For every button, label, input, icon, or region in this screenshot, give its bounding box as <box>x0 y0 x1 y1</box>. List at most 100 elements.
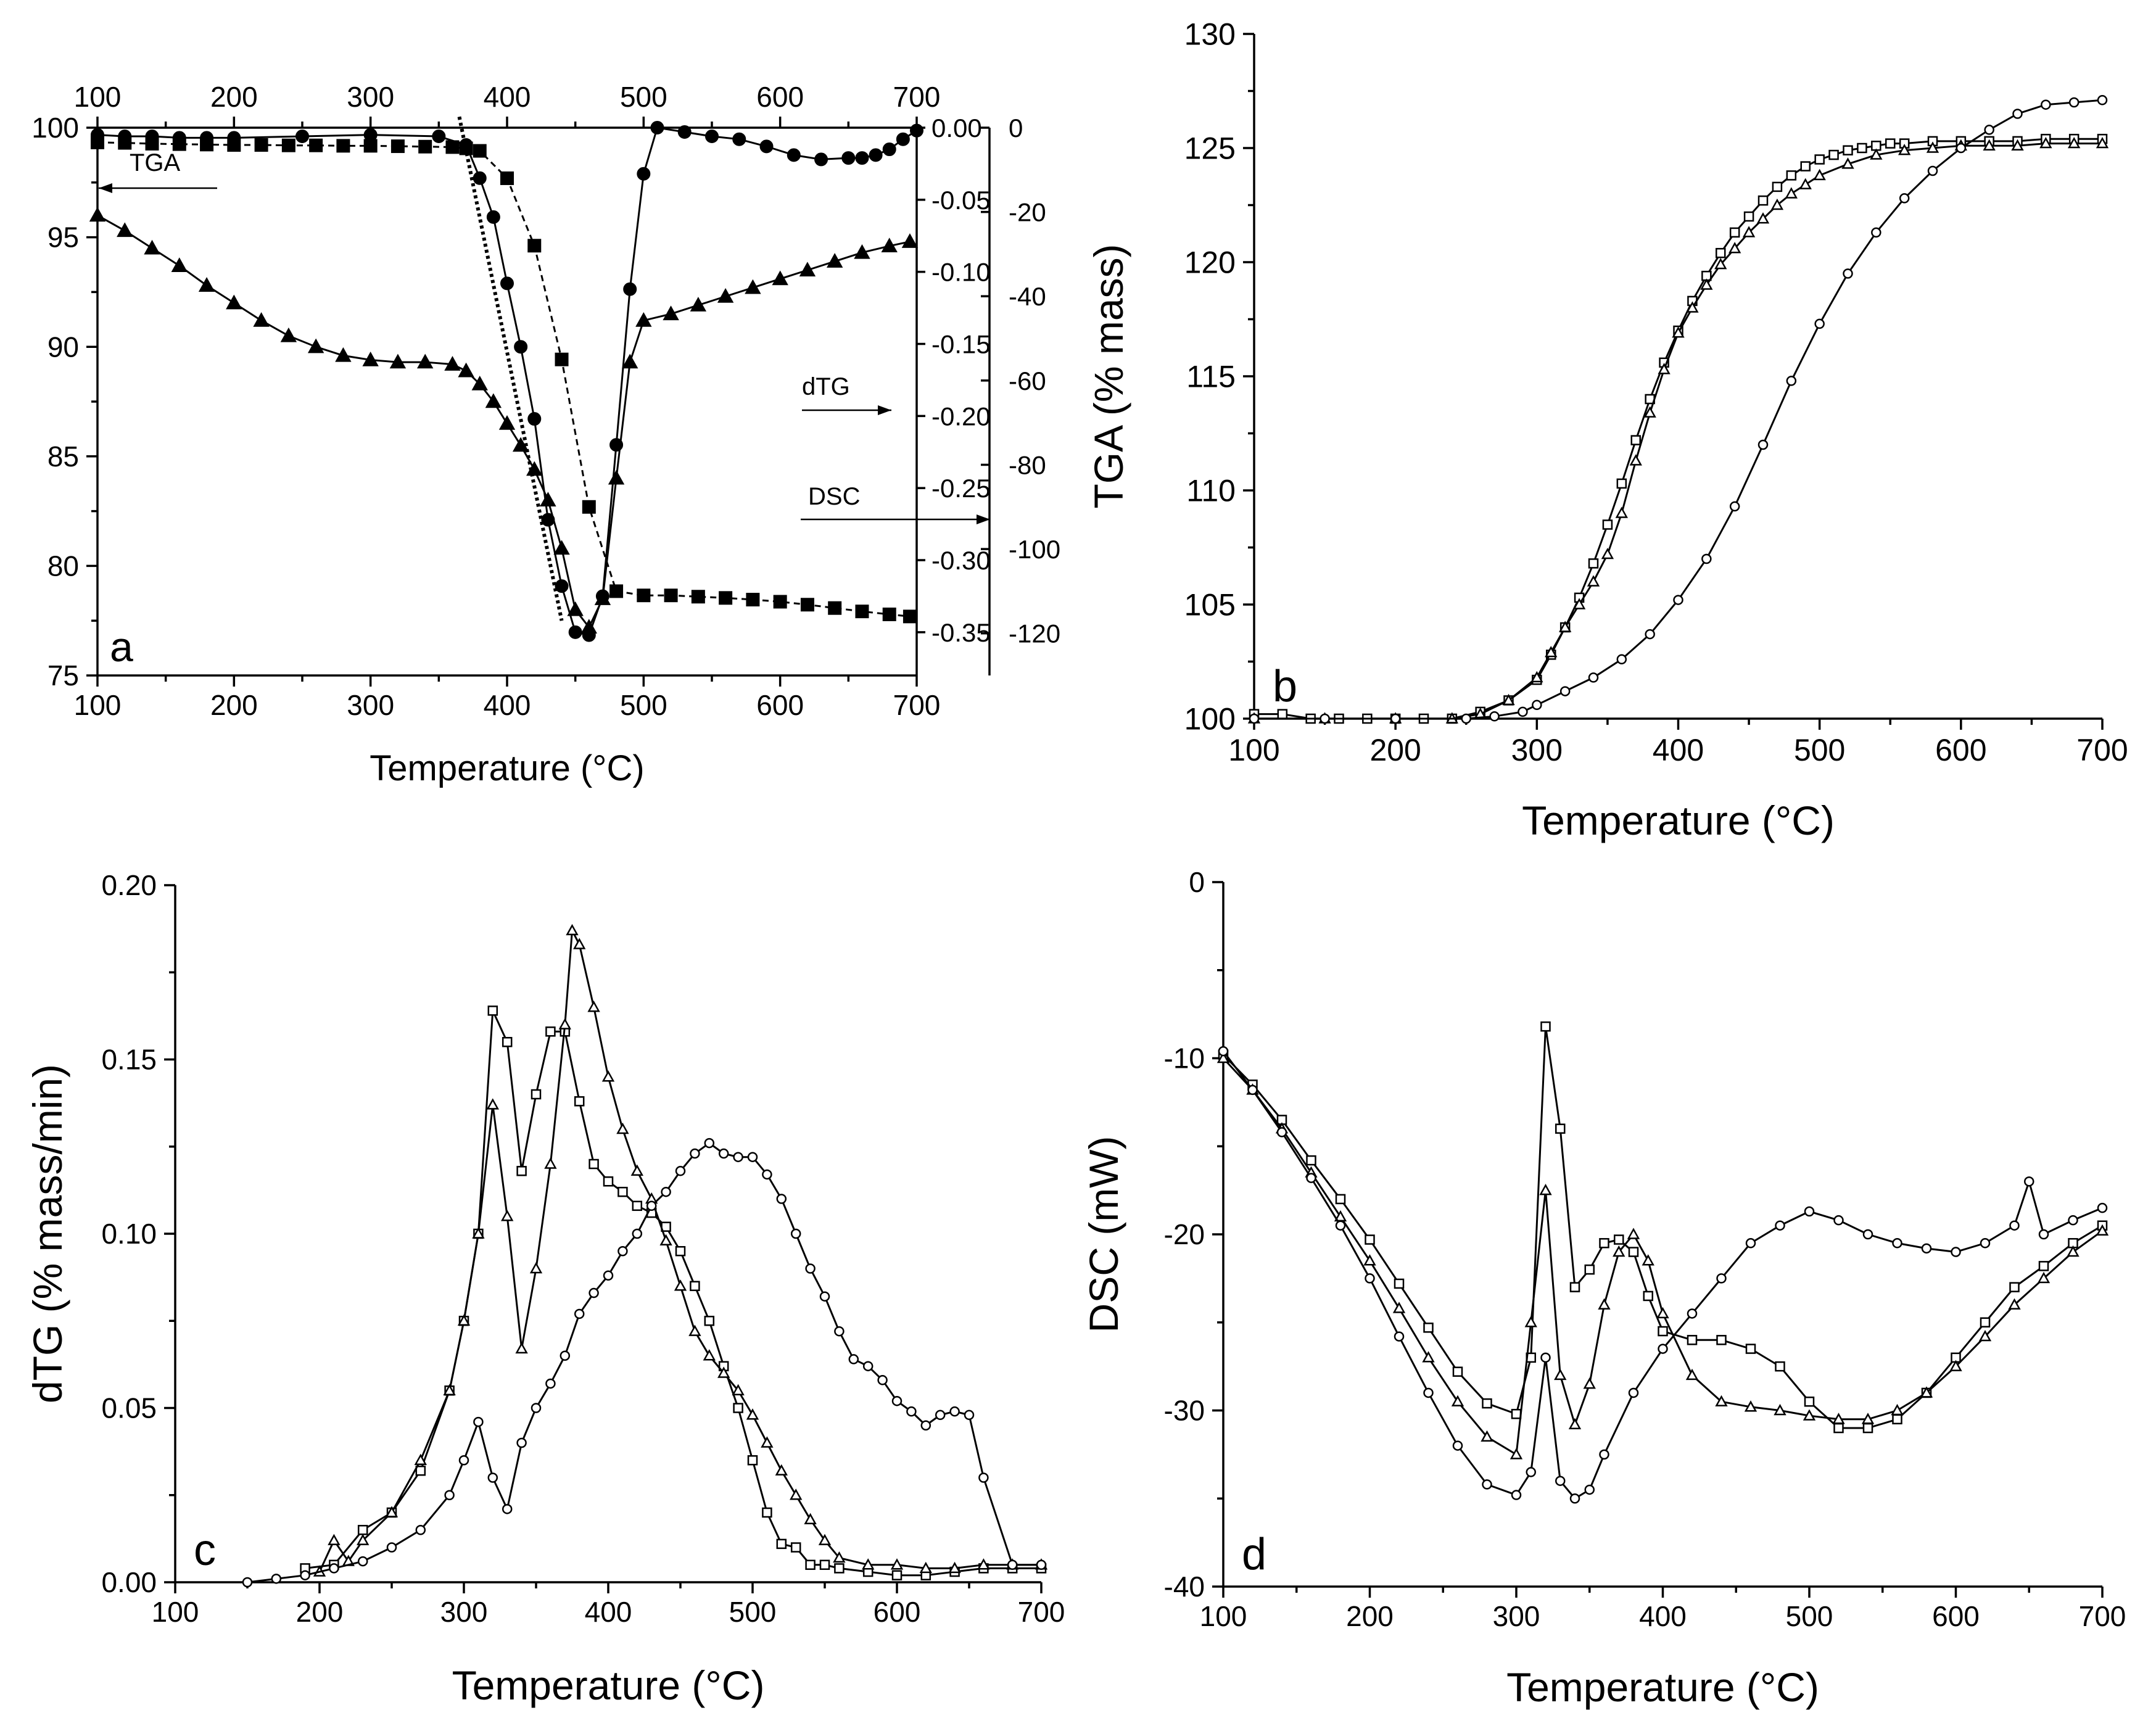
data-point-square <box>1729 227 1740 238</box>
x-tick-label: 700 <box>1018 1596 1065 1628</box>
data-point-TGA <box>717 287 734 303</box>
data-point-square <box>1599 1238 1609 1249</box>
x-axis-title: Temperature (°C) <box>370 748 644 788</box>
data-point-DSC <box>664 588 678 603</box>
data-point-triangle <box>1558 621 1572 632</box>
data-point-triangle <box>1803 1409 1816 1421</box>
dtg-tick-label: -0.20 <box>931 402 991 431</box>
data-point-circle <box>1394 1331 1405 1342</box>
data-point-TGA <box>144 239 160 255</box>
data-point-TGA <box>307 338 324 353</box>
data-point-circle <box>1980 1238 1991 1249</box>
data-point-circle <box>935 1410 946 1421</box>
data-point-circle <box>1423 1387 1434 1398</box>
y-tick-label: 100 <box>1184 702 1236 737</box>
data-point-TGA <box>389 353 407 369</box>
data-point-square <box>1775 1361 1785 1372</box>
data-point-TGA <box>362 351 379 366</box>
data-point-dTG <box>732 132 746 146</box>
y-tick-label: -40 <box>1164 1571 1205 1603</box>
dtg-tick-label: -0.30 <box>931 546 991 575</box>
data-point-triangle <box>2096 136 2109 149</box>
data-point-dTG <box>568 625 582 639</box>
data-point-square <box>1980 1317 1991 1327</box>
data-point-circle <box>1555 1476 1566 1486</box>
data-point-DSC <box>281 138 295 152</box>
data-point-triangle <box>674 1279 687 1291</box>
x-tick-label: 700 <box>893 689 941 721</box>
data-point-TGA <box>335 347 352 362</box>
data-point-circle <box>357 1556 368 1567</box>
data-point-circle <box>747 1152 758 1162</box>
data-point-square <box>1616 478 1627 489</box>
data-point-circle <box>329 1563 339 1574</box>
data-point-triangle <box>659 1234 672 1245</box>
data-point-circle <box>1833 1215 1844 1226</box>
data-point-dTG <box>677 125 692 139</box>
data-point-circle <box>1921 1243 1932 1254</box>
y-tick-label: 0.10 <box>101 1218 157 1250</box>
data-point-square <box>1743 211 1754 222</box>
y-tick-label: 125 <box>1184 131 1236 166</box>
data-point-circle <box>964 1410 975 1421</box>
series-line-square <box>1222 1026 2103 1429</box>
y-tick-label: 115 <box>1186 360 1236 394</box>
data-point-circle <box>2009 1220 2020 1231</box>
data-point-triangle <box>328 1534 341 1545</box>
data-point-circle <box>1249 713 1260 724</box>
data-point-TGA <box>622 353 638 369</box>
panel-b: 100 200 300 400 500 600 700 100 105 110 115 120 125 1… <box>1086 17 2128 844</box>
data-point-triangle <box>1870 148 1883 160</box>
series-line-triangle <box>318 927 1041 1572</box>
data-point-square <box>1277 709 1288 719</box>
data-point-triangle <box>1770 198 1784 210</box>
data-point-square <box>1804 1396 1815 1407</box>
data-point-dTG <box>637 167 651 181</box>
x-axis-title: Temperature (°C) <box>1522 798 1835 843</box>
data-point-triangle <box>1601 547 1614 559</box>
data-point-DSC <box>309 138 323 152</box>
data-point-TGA <box>608 469 625 485</box>
panel-d: 100 200 300 400 500 600 700 -40 -30 -20 -10 0 Temper… <box>1081 866 2126 1710</box>
data-point-DSC <box>746 593 760 607</box>
data-point-TGA <box>799 262 816 277</box>
data-point-TGA <box>881 237 898 253</box>
data-point-DSC <box>800 598 814 612</box>
data-point-circle <box>834 1326 845 1337</box>
data-point-circle <box>1007 1559 1018 1570</box>
data-point-TGA <box>458 362 474 378</box>
data-point-circle <box>415 1525 426 1535</box>
data-point-square <box>747 1455 758 1466</box>
data-point-square <box>1828 149 1839 160</box>
data-point-DSC <box>527 239 542 253</box>
data-point-dTG <box>500 276 514 291</box>
data-point-triangle <box>1392 1302 1406 1313</box>
annotation-dsc: DSC <box>808 483 860 510</box>
data-point-DSC <box>855 605 869 619</box>
data-point-triangle <box>1613 1245 1625 1257</box>
data-point-triangle <box>1510 1448 1523 1459</box>
data-point-triangle <box>1642 1254 1654 1266</box>
data-point-circle <box>1892 1238 1902 1249</box>
data-point-circle <box>1320 713 1330 724</box>
data-point-circle <box>1452 1440 1463 1451</box>
data-point-circle <box>675 1166 686 1176</box>
data-point-triangle <box>1587 575 1600 587</box>
data-point-TGA <box>540 492 556 507</box>
data-point-TGA <box>89 207 106 222</box>
data-point-square <box>1833 1422 1844 1434</box>
data-point-circle <box>862 1361 874 1371</box>
data-point-square <box>1800 161 1811 171</box>
data-point-DSC <box>691 590 705 604</box>
x-tick-label: 300 <box>440 1596 488 1628</box>
data-point-square <box>1786 170 1797 181</box>
data-point-square <box>1452 1366 1463 1377</box>
data-point-TGA <box>745 279 761 294</box>
data-point-triangle <box>761 1436 774 1448</box>
data-point-square <box>1772 181 1783 192</box>
data-point-dTG <box>705 130 719 144</box>
panel-label: a <box>110 624 133 671</box>
data-point-square <box>834 1563 845 1574</box>
data-point-DSC <box>91 135 104 149</box>
data-point-triangle <box>1656 1307 1669 1319</box>
